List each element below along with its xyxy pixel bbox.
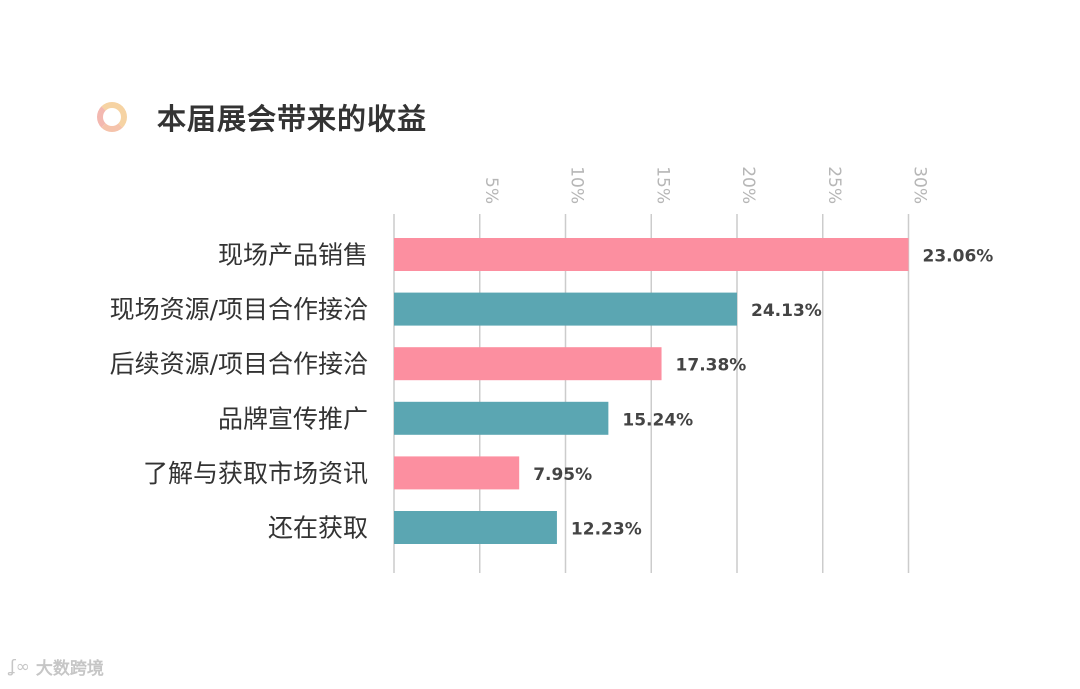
watermark-text: 大数跨境: [35, 659, 104, 679]
x-tick-label: 30%: [910, 166, 930, 204]
x-tick-label: 25%: [824, 166, 844, 204]
data-label: 7.95%: [533, 465, 592, 485]
category-label: 现场资源/项目合作接洽: [110, 295, 368, 324]
bar: [394, 456, 520, 490]
bar: [394, 238, 909, 271]
data-label: 17.38%: [676, 356, 747, 376]
category-label: 还在获取: [268, 514, 368, 543]
bar: [394, 292, 737, 326]
chart-title: 本届展会带来的收益: [157, 102, 428, 136]
x-tick-label: 15%: [652, 166, 672, 204]
category-label: 品牌宣传推广: [218, 404, 368, 433]
watermark: ʆ∞ 大数跨境: [10, 654, 104, 680]
category-label: 现场产品销售: [218, 241, 368, 270]
x-tick-label: 5%: [481, 177, 501, 204]
bar: [394, 511, 557, 544]
ring-icon: [97, 102, 127, 132]
chart-header: 本届展会带来的收益: [97, 96, 427, 138]
logo-icon: ʆ∞: [10, 656, 30, 677]
x-tick-label: 10%: [567, 166, 587, 204]
category-label: 后续资源/项目合作接洽: [110, 350, 368, 379]
data-label: 24.13%: [751, 301, 822, 321]
data-label: 23.06%: [923, 247, 994, 267]
bar: [394, 347, 662, 381]
x-tick-label: 20%: [738, 166, 758, 204]
category-label: 了解与获取市场资讯: [143, 459, 368, 488]
data-label: 12.23%: [571, 520, 642, 540]
bar: [394, 401, 609, 435]
data-label: 15.24%: [622, 410, 693, 430]
